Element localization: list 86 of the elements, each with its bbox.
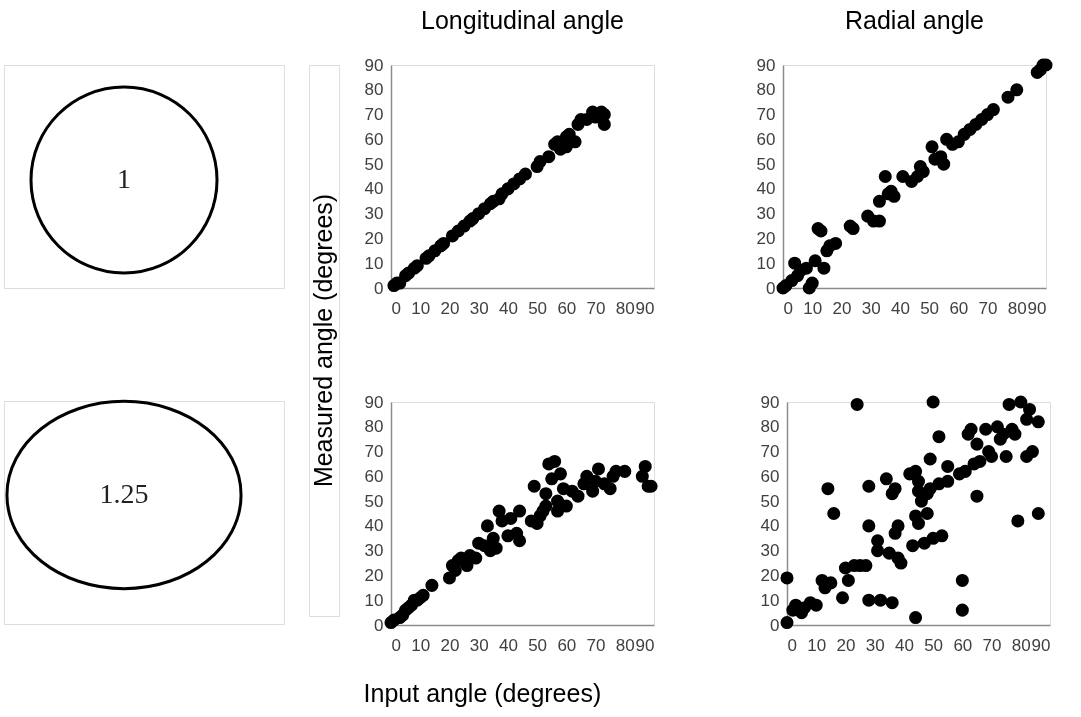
x-tick-label: 60 (557, 298, 577, 318)
y-tick-label: 0 (770, 615, 780, 635)
x-tick-label: 10 (411, 298, 431, 318)
y-tick-label: 30 (760, 541, 780, 561)
y-tick-label: 70 (760, 442, 780, 462)
x-tick-label: 60 (949, 298, 969, 318)
x-tick-label: 80 (1011, 635, 1031, 655)
x-tick-label: 10 (411, 635, 431, 655)
x-tick-label: 40 (498, 635, 518, 655)
x-tick-label: 70 (586, 635, 606, 655)
x-tick-label: 20 (832, 298, 852, 318)
x-tick-label: 90 (635, 635, 655, 655)
chart-title: Radial angle (845, 6, 984, 34)
y-tick-label: 30 (364, 541, 384, 561)
x-tick-label: 0 (391, 635, 401, 655)
y-tick-label: 40 (364, 179, 384, 199)
y-tick-label: 20 (364, 565, 384, 585)
x-tick-label: 30 (469, 635, 489, 655)
x-tick-label: 20 (440, 298, 460, 318)
y-tick-label: 60 (364, 466, 384, 486)
y-tick-label: 40 (364, 516, 384, 536)
y-tick-label: 10 (364, 253, 384, 273)
y-tick-label: 80 (756, 80, 776, 100)
y-tick-label: 10 (756, 253, 776, 273)
x-tick-label: 30 (865, 635, 885, 655)
x-tick-label: 80 (615, 298, 635, 318)
y-tick-label: 50 (756, 154, 776, 174)
y-tick-label: 80 (364, 80, 384, 100)
x-tick-label: 90 (1027, 298, 1047, 318)
x-tick-label: 60 (557, 635, 577, 655)
y-tick-label: 80 (364, 417, 384, 437)
y-tick-label: 40 (756, 179, 776, 199)
x-tick-label: 90 (1031, 635, 1051, 655)
x-tick-label: 80 (1007, 298, 1027, 318)
y-tick-label: 30 (364, 204, 384, 224)
x-axis-title: Input angle (degrees) (363, 678, 602, 707)
y-tick-label: 30 (756, 204, 776, 224)
text: 1.25 (99, 478, 149, 509)
x-tick-label: 40 (894, 635, 914, 655)
y-tick-label: 50 (364, 154, 384, 174)
x-tick-label: 50 (920, 298, 940, 318)
x-tick-label: 10 (807, 635, 827, 655)
y-tick-label: 10 (760, 590, 780, 610)
x-tick-label: 10 (803, 298, 823, 318)
chart-title: Longitudinal angle (421, 6, 624, 34)
y-tick-label: 50 (760, 491, 780, 511)
y-axis-title: Measured angle (degrees) (309, 193, 337, 488)
x-tick-label: 40 (498, 298, 518, 318)
x-tick-label: 0 (391, 298, 401, 318)
y-tick-label: 0 (374, 615, 384, 635)
y-tick-label: 20 (364, 228, 384, 248)
x-tick-label: 20 (440, 635, 460, 655)
y-tick-label: 70 (364, 105, 384, 125)
y-tick-label: 70 (756, 105, 776, 125)
y-tick-label: 50 (364, 491, 384, 511)
x-tick-label: 40 (890, 298, 910, 318)
y-tick-label: 90 (364, 392, 384, 412)
y-tick-label: 40 (760, 516, 780, 536)
y-tick-label: 90 (756, 55, 776, 75)
x-tick-label: 50 (528, 635, 548, 655)
y-tick-label: 90 (760, 392, 780, 412)
x-tick-label: 90 (635, 298, 655, 318)
y-tick-label: 0 (766, 278, 776, 298)
x-tick-label: 70 (978, 298, 998, 318)
x-tick-label: 50 (528, 298, 548, 318)
x-tick-label: 60 (953, 635, 973, 655)
x-tick-label: 20 (836, 635, 856, 655)
y-tick-label: 20 (760, 565, 780, 585)
x-tick-label: 0 (787, 635, 797, 655)
y-tick-label: 0 (374, 278, 384, 298)
text: 1 (117, 163, 131, 194)
y-tick-label: 60 (756, 129, 776, 149)
x-tick-label: 80 (615, 635, 635, 655)
x-tick-label: 50 (924, 635, 944, 655)
x-tick-label: 0 (783, 298, 793, 318)
x-tick-label: 30 (469, 298, 489, 318)
y-tick-label: 60 (364, 129, 384, 149)
y-tick-label: 80 (760, 417, 780, 437)
y-tick-label: 60 (760, 466, 780, 486)
y-tick-label: 20 (756, 228, 776, 248)
x-tick-label: 30 (861, 298, 881, 318)
y-tick-label: 90 (364, 55, 384, 75)
x-tick-label: 70 (586, 298, 606, 318)
x-tick-label: 70 (982, 635, 1002, 655)
y-tick-label: 70 (364, 442, 384, 462)
y-tick-label: 10 (364, 590, 384, 610)
